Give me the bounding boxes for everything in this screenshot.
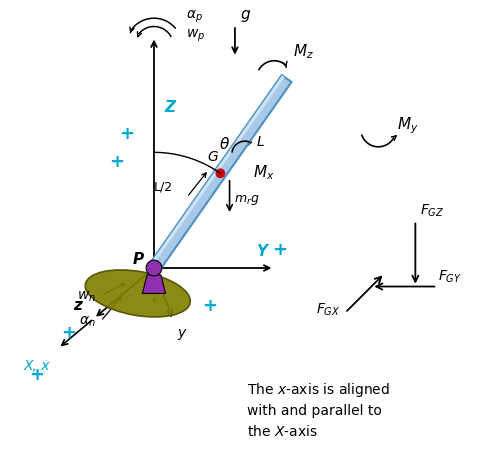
Text: +: +	[119, 125, 134, 143]
Circle shape	[146, 261, 162, 276]
Text: P: P	[133, 251, 144, 266]
Text: X, x: X, x	[24, 358, 50, 372]
Text: G: G	[207, 150, 218, 164]
Text: +: +	[61, 323, 76, 341]
Text: y: y	[177, 325, 186, 339]
Text: $w_p$: $w_p$	[186, 27, 206, 44]
Text: +: +	[272, 240, 287, 258]
Text: $F_{GX}$: $F_{GX}$	[317, 300, 341, 317]
Circle shape	[216, 170, 224, 178]
Polygon shape	[149, 76, 284, 267]
Text: $\alpha_n$: $\alpha_n$	[79, 314, 96, 329]
Text: L/2: L/2	[154, 180, 173, 193]
Text: +: +	[202, 296, 217, 314]
Text: $F_{GZ}$: $F_{GZ}$	[420, 202, 444, 219]
Text: $M_y$: $M_y$	[397, 115, 419, 136]
Text: z: z	[73, 297, 82, 312]
Text: +: +	[29, 365, 44, 383]
Text: $g$: $g$	[241, 8, 251, 24]
Text: $M_x$: $M_x$	[253, 163, 275, 182]
Text: $\theta$: $\theta$	[219, 136, 230, 152]
Text: Y: Y	[256, 243, 267, 258]
Text: $w_n$: $w_n$	[77, 289, 96, 303]
Text: +: +	[109, 153, 124, 171]
Text: Z: Z	[164, 100, 175, 114]
Text: $\alpha_p$: $\alpha_p$	[186, 9, 203, 25]
Polygon shape	[149, 76, 291, 272]
Polygon shape	[142, 275, 166, 294]
Text: L: L	[256, 135, 264, 149]
Text: $M_z$: $M_z$	[293, 42, 314, 61]
Ellipse shape	[85, 270, 190, 317]
Text: The $x$-axis is aligned
with and parallel to
the $X$-axis: The $x$-axis is aligned with and paralle…	[246, 380, 389, 438]
Text: $m_r g$: $m_r g$	[234, 192, 260, 206]
Text: $F_{GY}$: $F_{GY}$	[438, 268, 462, 285]
